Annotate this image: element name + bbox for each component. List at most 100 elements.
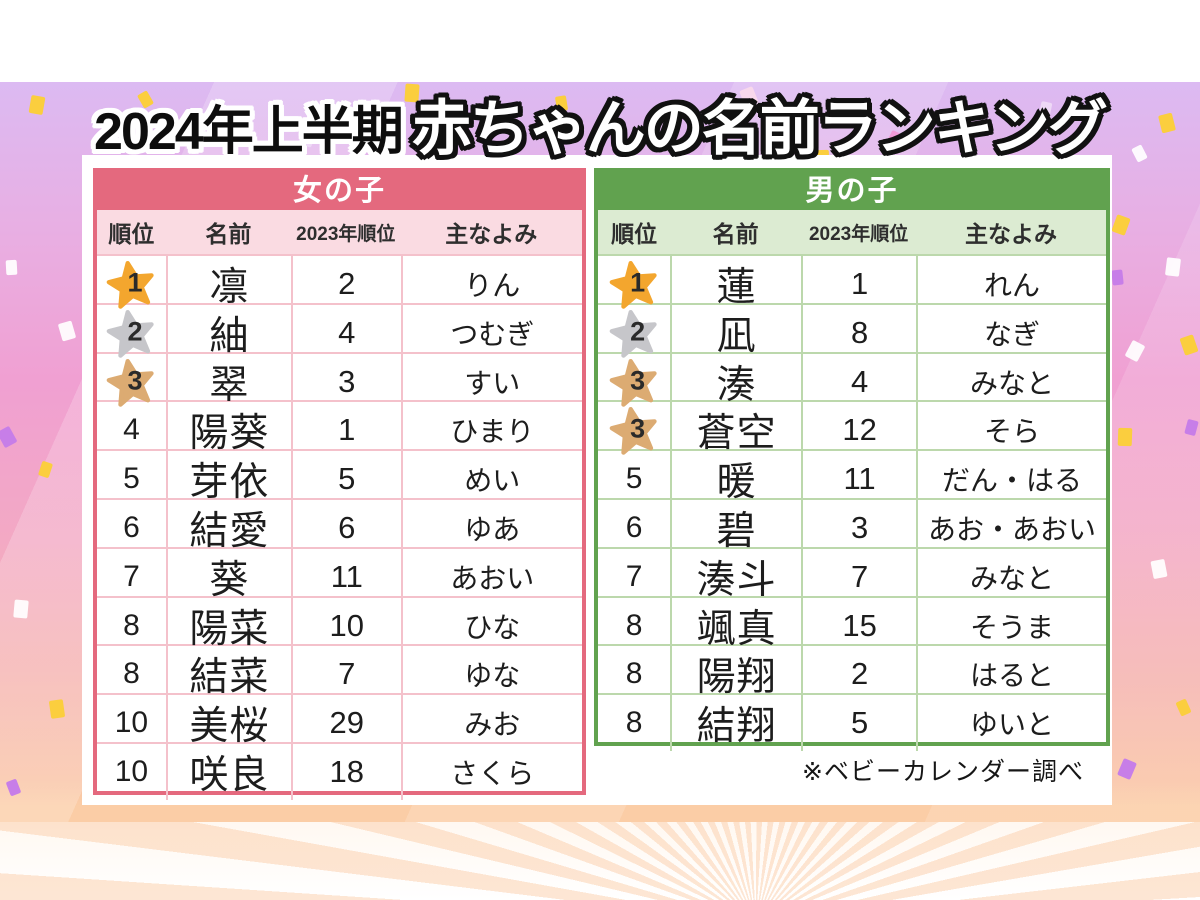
name-cell: 紬 — [165, 304, 291, 361]
table-row: 7 湊斗 7 みなと — [598, 546, 1106, 605]
reading-cell: みお — [400, 695, 582, 752]
rank-cell: 7 — [625, 559, 643, 593]
table-row: 2 紬 4 つむぎ — [97, 302, 582, 361]
boys-table-header: 男の子 — [598, 172, 1106, 210]
boys-table-rows: 1 蓮 1 れん 2 凪 8 なぎ 3 湊 4 みなと 3 蒼空 12 そら 5 暖 11 だん・はる 6 碧 3 あお・あお… — [598, 254, 1106, 752]
name-cell: 湊斗 — [670, 548, 801, 605]
rank-cell: 8 — [625, 608, 643, 642]
prev-rank-cell: 1 — [801, 256, 916, 312]
rank-medal-bronze: 3 — [609, 358, 658, 407]
name-cell: 颯真 — [670, 597, 801, 654]
prev-rank-cell: 5 — [801, 695, 916, 752]
table-row: 7 葵 11 あおい — [97, 546, 582, 605]
prev-rank-cell: 18 — [290, 743, 401, 800]
girls-column-headers: 順位 名前 2023年順位 主なよみ — [97, 210, 582, 254]
reading-cell: めい — [400, 451, 582, 508]
medal-star-icon — [609, 358, 657, 407]
name-cell: 蒼空 — [670, 402, 801, 459]
prev-rank-cell: 4 — [290, 304, 401, 361]
name-cell: 湊 — [670, 353, 801, 410]
reading-cell: だん・はる — [915, 451, 1106, 508]
reading-cell: あお・あおい — [915, 499, 1106, 556]
column-header: 主なよみ — [964, 221, 1057, 247]
rank-cell: 10 — [114, 706, 149, 740]
table-row: 5 暖 11 だん・はる — [598, 449, 1106, 508]
rank-cell: 2 — [97, 305, 166, 361]
medal-star-icon — [107, 309, 155, 358]
rank-cell: 5 — [123, 462, 140, 496]
rank-number: 2 — [630, 316, 646, 347]
table-row: 3 湊 4 みなと — [598, 351, 1106, 410]
name-cell: 翠 — [165, 353, 291, 410]
table-row: 5 芽依 5 めい — [97, 449, 582, 508]
column-header: 順位 — [108, 221, 155, 247]
table-row: 3 翠 3 すい — [97, 351, 582, 410]
name-cell: 陽翔 — [670, 646, 801, 703]
column-header: 名前 — [205, 221, 252, 247]
reading-cell: りん — [400, 256, 582, 312]
reading-cell: みなと — [915, 548, 1106, 605]
rank-cell: 5 — [625, 462, 643, 496]
reading-cell: れん — [915, 256, 1106, 312]
name-cell: 陽葵 — [165, 402, 291, 459]
name-cell: 結菜 — [165, 646, 291, 703]
prev-rank-cell: 7 — [801, 548, 916, 605]
name-cell: 咲良 — [165, 743, 291, 800]
rank-cell: 8 — [123, 657, 140, 691]
boys-ranking-table: 男の子 順位 名前 2023年順位 主なよみ 1 蓮 1 れん 2 凪 8 なぎ 3 湊 4 みなと 3 蒼空 1… — [594, 168, 1110, 752]
name-cell: 蓮 — [670, 256, 801, 312]
prev-rank-cell: 5 — [290, 451, 401, 508]
table-row: 2 凪 8 なぎ — [598, 302, 1106, 361]
rank-cell: 3 — [598, 354, 670, 410]
rank-cell: 8 — [625, 657, 643, 691]
reading-cell: すい — [400, 353, 582, 410]
rank-number: 2 — [127, 316, 143, 347]
rank-cell: 4 — [123, 413, 140, 447]
rank-number: 1 — [127, 267, 143, 298]
title-prefix: 2024年上半期 — [94, 103, 404, 161]
reading-cell: そら — [915, 402, 1106, 459]
column-header: 2023年順位 — [808, 223, 909, 245]
column-header: 順位 — [611, 221, 658, 247]
table-row: 1 凛 2 りん — [97, 254, 582, 312]
boys-column-headers: 順位 名前 2023年順位 主なよみ — [598, 210, 1106, 254]
table-row: 6 結愛 6 ゆあ — [97, 497, 582, 556]
rank-cell: 3 — [598, 402, 670, 458]
prev-rank-cell: 11 — [290, 548, 401, 605]
rank-cell: 6 — [625, 510, 643, 544]
rank-number: 3 — [127, 364, 143, 395]
rank-cell: 8 — [625, 706, 643, 740]
table-row: 8 陽翔 2 はると — [598, 644, 1106, 703]
reading-cell: ゆいと — [915, 695, 1106, 752]
rank-medal-bronze: 3 — [609, 406, 658, 456]
reading-cell: ひな — [400, 597, 582, 654]
name-cell: 暖 — [670, 451, 801, 508]
name-cell: 凪 — [670, 304, 801, 361]
name-cell: 結翔 — [670, 695, 801, 752]
reading-cell: みなと — [915, 353, 1106, 410]
rank-medal-silver: 2 — [609, 309, 658, 358]
prev-rank-cell: 1 — [290, 402, 401, 459]
table-row: 8 陽菜 10 ひな — [97, 595, 582, 654]
name-cell: 葵 — [165, 548, 291, 605]
rank-medal-silver: 2 — [107, 309, 155, 358]
reading-cell: そうま — [915, 597, 1106, 654]
prev-rank-cell: 29 — [290, 695, 401, 752]
medal-star-icon — [107, 358, 155, 407]
table-row: 1 蓮 1 れん — [598, 254, 1106, 312]
prev-rank-cell: 15 — [801, 597, 916, 654]
ranking-card: 女の子 順位 名前 2023年順位 主なよみ 1 凛 2 りん 2 紬 4 つむぎ 3 翠 3 すい 4 陽葵 1… — [82, 155, 1112, 805]
table-row: 8 結菜 7 ゆな — [97, 644, 582, 703]
name-cell: 陽菜 — [165, 597, 291, 654]
name-cell: 芽依 — [165, 451, 291, 508]
column-header: 主なよみ — [445, 221, 538, 247]
prev-rank-cell: 6 — [290, 499, 401, 556]
column-header: 名前 — [712, 221, 759, 247]
girls-table-header: 女の子 — [97, 172, 582, 210]
girls-ranking-table: 女の子 順位 名前 2023年順位 主なよみ 1 凛 2 りん 2 紬 4 つむぎ 3 翠 3 すい 4 陽葵 1… — [93, 168, 586, 800]
reading-cell: ゆあ — [400, 499, 582, 556]
table-row: 10 美桜 29 みお — [97, 693, 582, 752]
prev-rank-cell: 10 — [290, 597, 401, 654]
prev-rank-cell: 2 — [290, 256, 401, 312]
rank-medal-gold: 1 — [107, 260, 155, 309]
